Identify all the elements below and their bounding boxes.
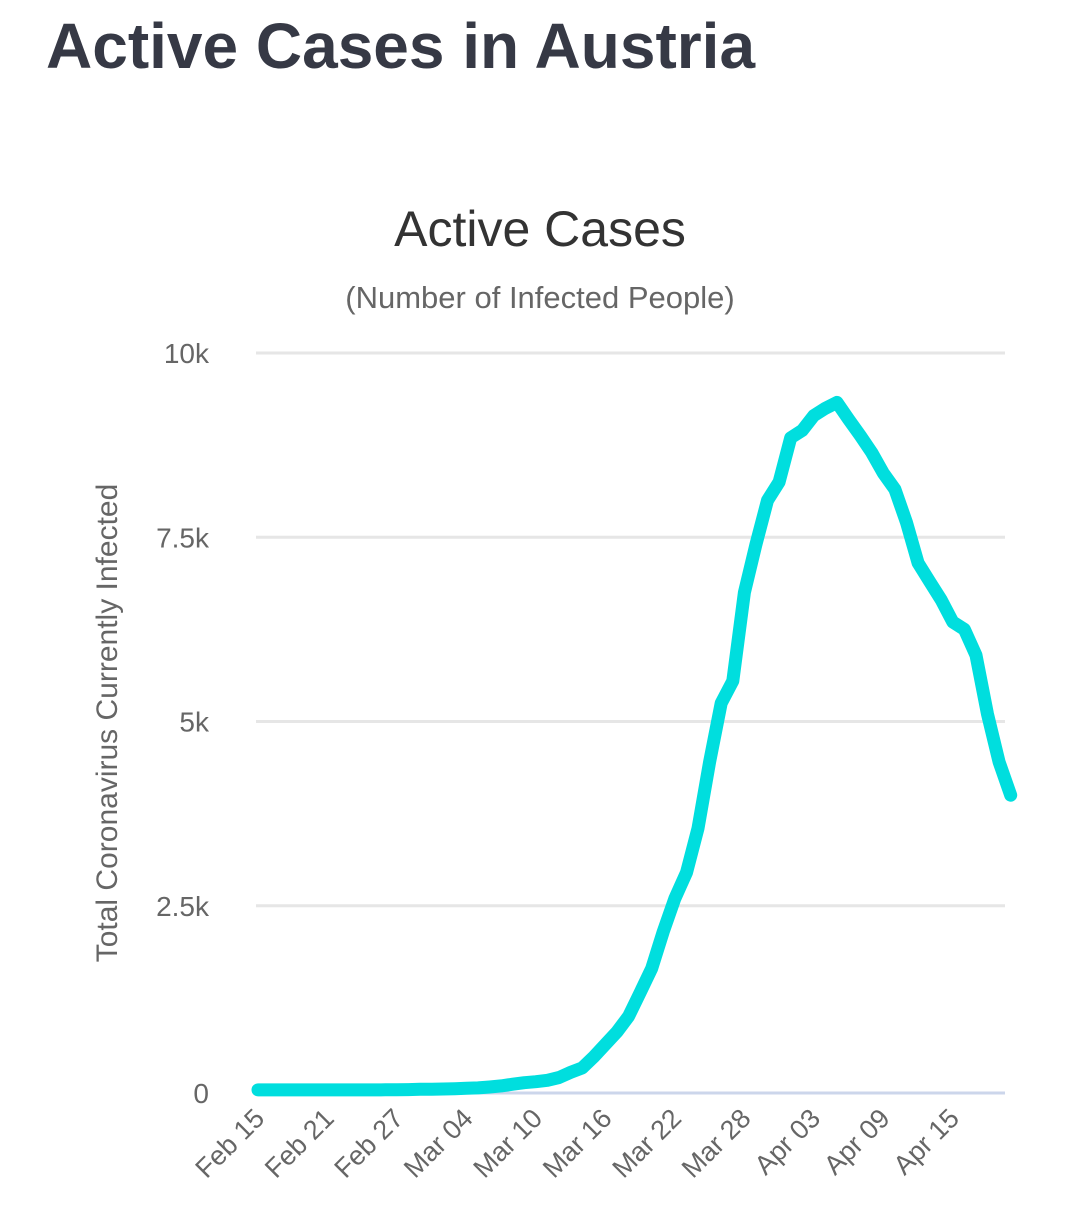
y-tick-label: 0 [193, 1078, 209, 1109]
x-tick-label: Mar 04 [398, 1103, 479, 1184]
x-tick-label: Mar 10 [468, 1103, 549, 1184]
page-title: Active Cases in Austria [46, 10, 756, 82]
x-tick-label: Apr 15 [888, 1103, 965, 1180]
y-tick-label: 7.5k [156, 522, 210, 553]
gridlines [256, 351, 1005, 908]
y-tick-label: 5k [179, 707, 210, 738]
x-tick-label: Apr 03 [749, 1103, 826, 1180]
x-tick-label: Feb 15 [190, 1103, 271, 1184]
y-axis-label: Total Coronavirus Currently Infected [91, 484, 124, 963]
y-tick-label: 10k [164, 338, 210, 369]
x-tick-label: Mar 28 [676, 1103, 757, 1184]
x-tick-label: Mar 22 [606, 1103, 687, 1184]
x-tick-label: Apr 09 [818, 1103, 895, 1180]
chart-subtitle: (Number of Infected People) [345, 280, 734, 315]
y-tick-labels: 0 2.5k 5k 7.5k 10k [156, 338, 210, 1109]
x-tick-label: Mar 16 [537, 1103, 618, 1184]
x-tick-label: Feb 27 [329, 1103, 410, 1184]
chart-title: Active Cases [394, 201, 686, 257]
series-line-currently-infected[interactable] [251, 395, 1018, 1097]
x-tick-label: Feb 21 [259, 1103, 340, 1184]
y-tick-label: 2.5k [156, 891, 210, 922]
